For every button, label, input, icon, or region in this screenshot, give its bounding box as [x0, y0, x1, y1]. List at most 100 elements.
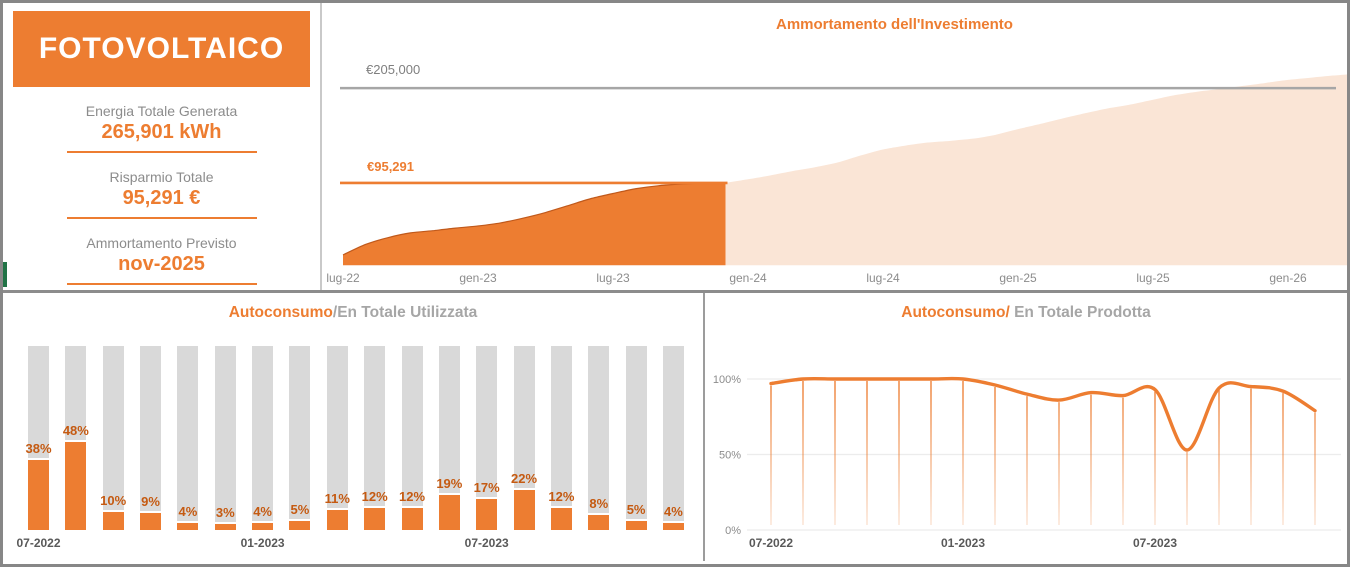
line-chart-title-primary: Autoconsumo/	[901, 304, 1010, 321]
autoconsumo-bar-chart: 38% 48% 10% 9% 4% 3% 4% 5% 11% 12% 12% 19% 17% 22% 12%…	[3, 293, 701, 561]
stat-energy-label: Energia Totale Generata	[85, 103, 238, 119]
autoconsumo-line-chart: 100% 50% 0% 07-2022 01-2023 07-2023	[713, 374, 1341, 550]
summary-panel: FOTOVOLTAICO Energia Totale Generata 265…	[3, 3, 322, 290]
bar-remainder	[364, 346, 386, 506]
bar-remainder	[588, 346, 610, 514]
bar-percent-label: 11%	[324, 490, 350, 506]
bar-percent-label: 38%	[25, 441, 52, 457]
bar-autoconsumo	[177, 522, 199, 530]
bar-remainder	[214, 346, 236, 523]
stat-divider	[66, 217, 257, 219]
bar-autoconsumo	[214, 524, 236, 530]
autoconsumo-prodotta-panel: Autoconsumo/ En Totale Prodotta 100% 50% 0…	[705, 293, 1347, 561]
stat-payback: Ammortamento Previsto nov-2025	[3, 235, 320, 285]
bar-chart-title-secondary: /En Totale Utilizzata	[332, 304, 478, 321]
amortization-x-tick: gen-26	[1269, 271, 1307, 285]
line-x-tick: 01-2023	[941, 536, 985, 550]
bar-percent-label: 12%	[361, 488, 388, 504]
bar-remainder	[289, 346, 311, 519]
stat-payback-value: nov-2025	[118, 253, 205, 275]
bar-autoconsumo	[438, 495, 460, 530]
amortization-x-tick: gen-25	[999, 271, 1037, 285]
bar-remainder	[65, 346, 87, 440]
bar-autoconsumo	[476, 498, 498, 530]
amortization-area-chart: lug-22 gen-23 lug-23 gen-24 lug-24 gen-25 lug-…	[326, 74, 1347, 285]
bar-percent-label: 10%	[100, 492, 127, 508]
investment-reference-label: €205,000	[366, 62, 421, 77]
stat-savings: Risparmio Totale 95,291 €	[3, 169, 320, 219]
bar-x-tick: 07-2022	[16, 536, 61, 550]
top-row: FOTOVOLTAICO Energia Totale Generata 265…	[3, 3, 1347, 293]
bar-remainder	[662, 346, 684, 521]
line-chart-title-secondary: En Totale Prodotta	[1009, 304, 1151, 321]
bar-percent-label: 9%	[141, 494, 160, 510]
bar-remainder	[177, 346, 199, 521]
stat-payback-label: Ammortamento Previsto	[86, 235, 237, 251]
amortization-x-tick: lug-24	[866, 271, 900, 285]
bar-autoconsumo	[289, 520, 311, 530]
bar-remainder	[140, 346, 162, 512]
bar-autoconsumo	[364, 507, 386, 530]
line-x-tick: 07-2023	[1133, 536, 1177, 550]
bar-percent-label: 5%	[290, 501, 310, 517]
bar-remainder	[28, 346, 49, 459]
amortization-x-tick: gen-24	[729, 271, 767, 285]
stat-divider	[66, 151, 257, 153]
bar-percent-label: 48%	[62, 422, 89, 438]
bar-chart-title-primary: Autoconsumo	[228, 304, 333, 321]
bar-remainder	[326, 346, 348, 508]
amortization-x-tick: lug-23	[596, 271, 630, 285]
amortization-x-tick: lug-22	[326, 271, 360, 285]
bar-percent-label: 4%	[664, 503, 683, 519]
amortization-x-tick: gen-23	[459, 271, 497, 285]
bar-remainder	[625, 346, 647, 519]
bar-percent-label: 3%	[215, 505, 235, 521]
bar-autoconsumo	[588, 515, 610, 530]
bar-autoconsumo	[252, 522, 274, 530]
bar-remainder	[438, 346, 460, 494]
bar-remainder	[476, 346, 498, 497]
stat-divider	[66, 283, 257, 285]
line-chart-title: Autoconsumo/ En Totale Prodotta	[705, 304, 1347, 322]
line-x-tick: 07-2022	[749, 536, 793, 550]
amortization-chart-panel: Ammortamento dell'Investimento €205,000 …	[322, 3, 1347, 290]
bar-autoconsumo	[65, 441, 87, 530]
bar-autoconsumo	[550, 507, 572, 530]
bar-percent-label: 8%	[589, 496, 609, 512]
bar-autoconsumo	[326, 509, 348, 530]
bar-percent-label: 17%	[473, 479, 500, 495]
line-y-tick: 100%	[713, 374, 741, 386]
amortization-chart-title: Ammortamento dell'Investimento	[776, 16, 1013, 33]
bar-autoconsumo	[28, 460, 49, 530]
bar-chart-title: Autoconsumo/En Totale Utilizzata	[3, 304, 703, 322]
bar-remainder	[252, 346, 274, 521]
bar-remainder	[550, 346, 572, 506]
bar-autoconsumo	[662, 522, 684, 530]
amortization-x-tick: lug-25	[1136, 271, 1170, 285]
bar-remainder	[513, 346, 535, 488]
bar-percent-label: 12%	[398, 488, 426, 504]
stat-savings-label: Risparmio Totale	[109, 169, 214, 185]
bar-percent-label: 5%	[626, 501, 646, 517]
bar-percent-label: 19%	[436, 476, 463, 492]
bar-autoconsumo	[102, 511, 124, 530]
stat-energy: Energia Totale Generata 265,901 kWh	[3, 103, 320, 153]
bar-percent-label: 12%	[548, 488, 575, 504]
bar-remainder	[401, 346, 423, 506]
autoconsumo-utilizzata-panel: Autoconsumo/En Totale Utilizzata 38% 48% 1…	[3, 293, 705, 561]
bar-percent-label: 4%	[253, 503, 272, 519]
stat-energy-value: 265,901 kWh	[101, 121, 222, 143]
sheet-edge-accent	[3, 262, 7, 287]
bar-autoconsumo	[513, 489, 535, 530]
dashboard-title: FOTOVOLTAICO	[13, 11, 310, 87]
bar-remainder	[102, 346, 124, 510]
bar-percent-label: 4%	[178, 503, 198, 519]
bar-x-tick: 07-2023	[464, 536, 509, 550]
bar-autoconsumo	[140, 513, 162, 530]
bar-percent-label: 22%	[511, 470, 538, 486]
line-y-tick: 50%	[719, 450, 741, 462]
bar-x-tick: 01-2023	[240, 536, 285, 550]
savings-reference-label: €95,291	[367, 159, 414, 174]
stat-savings-value: 95,291 €	[122, 187, 201, 209]
